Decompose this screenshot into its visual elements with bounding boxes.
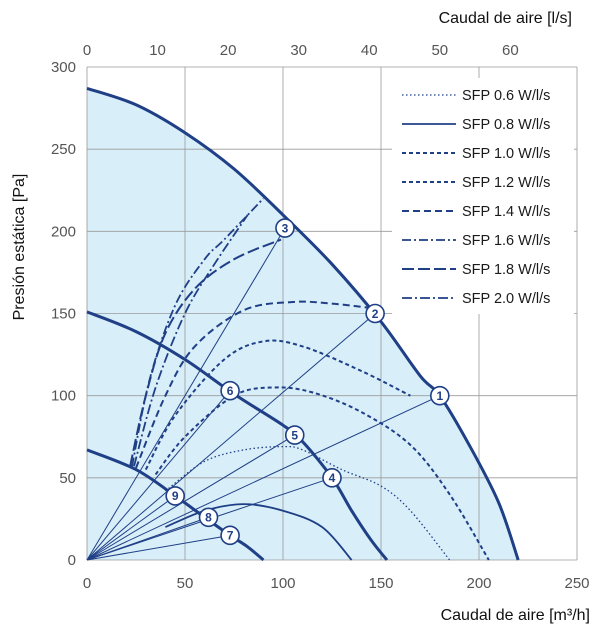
marker-label: 2 — [372, 307, 379, 321]
series-line-5 — [135, 300, 376, 469]
system-curve-line — [86, 434, 296, 561]
system-curve-line — [86, 516, 209, 561]
marker-label: 3 — [282, 221, 289, 235]
operating-point-marker: 5 — [284, 425, 305, 445]
marker-circle — [220, 380, 240, 401]
legend-label-6: SFP 1.6 W/l/s — [462, 233, 550, 249]
y-tick-label: 50 — [59, 470, 76, 487]
operating-point-marker: 6 — [220, 380, 240, 401]
marker-label: 4 — [329, 471, 336, 485]
x2-axis-title: Caudal de aire [l/s] — [439, 10, 572, 27]
marker-circle — [429, 385, 450, 406]
x2-tick-label: 30 — [290, 42, 307, 59]
marker-circle — [165, 486, 185, 506]
system-curve-line — [86, 534, 231, 561]
x-tick-label: 150 — [368, 575, 393, 592]
operating-region — [87, 88, 519, 561]
x-tick-label: 100 — [270, 575, 295, 592]
legend-label-7: SFP 1.8 W/l/s — [462, 262, 550, 278]
marker-circle — [322, 468, 342, 488]
series-line-7 — [129, 238, 282, 467]
x-tick-label: 50 — [177, 575, 194, 592]
operating-point-marker: 9 — [165, 486, 185, 506]
y-tick-label: 0 — [68, 552, 76, 569]
marker-label: 6 — [227, 384, 234, 398]
series-line-4 — [144, 339, 411, 471]
system-curve-line — [86, 390, 231, 561]
system-curve-line — [86, 227, 286, 561]
marker-label: 5 — [291, 428, 298, 442]
x-tick-label: 0 — [83, 575, 91, 592]
x2-tick-label: 40 — [361, 42, 378, 59]
legend-box — [392, 78, 574, 314]
marker-label: 9 — [172, 489, 179, 503]
x2-tick-label: 60 — [502, 42, 519, 59]
legend-label-1: SFP 0.6 W/l/s — [462, 88, 550, 104]
marker-label: 8 — [205, 511, 212, 525]
marker-circle — [198, 507, 219, 528]
y-axis-title: Presión estática [Pa] — [11, 174, 28, 321]
y-tick-label: 200 — [51, 223, 76, 240]
x-axis-title: Caudal de aire [m³/h] — [441, 607, 590, 624]
x-tick-label: 250 — [564, 575, 589, 592]
system-curve-line — [86, 495, 176, 561]
y-tick-label: 150 — [51, 306, 76, 323]
x2-tick-label: 10 — [149, 42, 166, 59]
operating-point-marker: 2 — [365, 303, 385, 324]
series-line-8 — [133, 214, 249, 467]
y-tick-label: 100 — [51, 388, 76, 405]
legend-label-5: SFP 1.4 W/l/s — [462, 204, 550, 220]
marker-circle — [365, 303, 385, 324]
legend-label-8: SFP 2.0 W/l/s — [462, 291, 550, 307]
fan-curve-1 — [86, 86, 520, 561]
y-tick-label: 300 — [51, 59, 76, 76]
operating-point-marker: 3 — [275, 218, 295, 238]
marker-label: 1 — [436, 389, 443, 403]
x2-tick-label: 0 — [83, 42, 91, 59]
operating-point-marker: 8 — [198, 507, 219, 528]
marker-circle — [284, 425, 305, 445]
marker-circle — [275, 218, 295, 238]
legend-label-3: SFP 1.0 W/l/s — [462, 146, 550, 162]
legend-label-4: SFP 1.2 W/l/s — [462, 175, 550, 191]
x2-tick-label: 20 — [220, 42, 237, 59]
operating-point-marker: 4 — [322, 468, 342, 488]
marker-circle — [220, 525, 240, 546]
marker-label: 7 — [227, 529, 234, 543]
series-line-3 — [154, 386, 490, 561]
operating-point-marker: 1 — [429, 385, 450, 406]
y-tick-label: 250 — [51, 141, 76, 158]
x-tick-label: 200 — [466, 575, 491, 592]
legend: SFP 0.6 W/l/s SFP 0.8 W/l/s SFP 1.0 W/l/s S… — [392, 78, 574, 314]
operating-point-marker: 7 — [220, 525, 240, 546]
x2-tick-label: 50 — [431, 42, 448, 59]
legend-label-2: SFP 0.8 W/l/s — [462, 117, 550, 133]
